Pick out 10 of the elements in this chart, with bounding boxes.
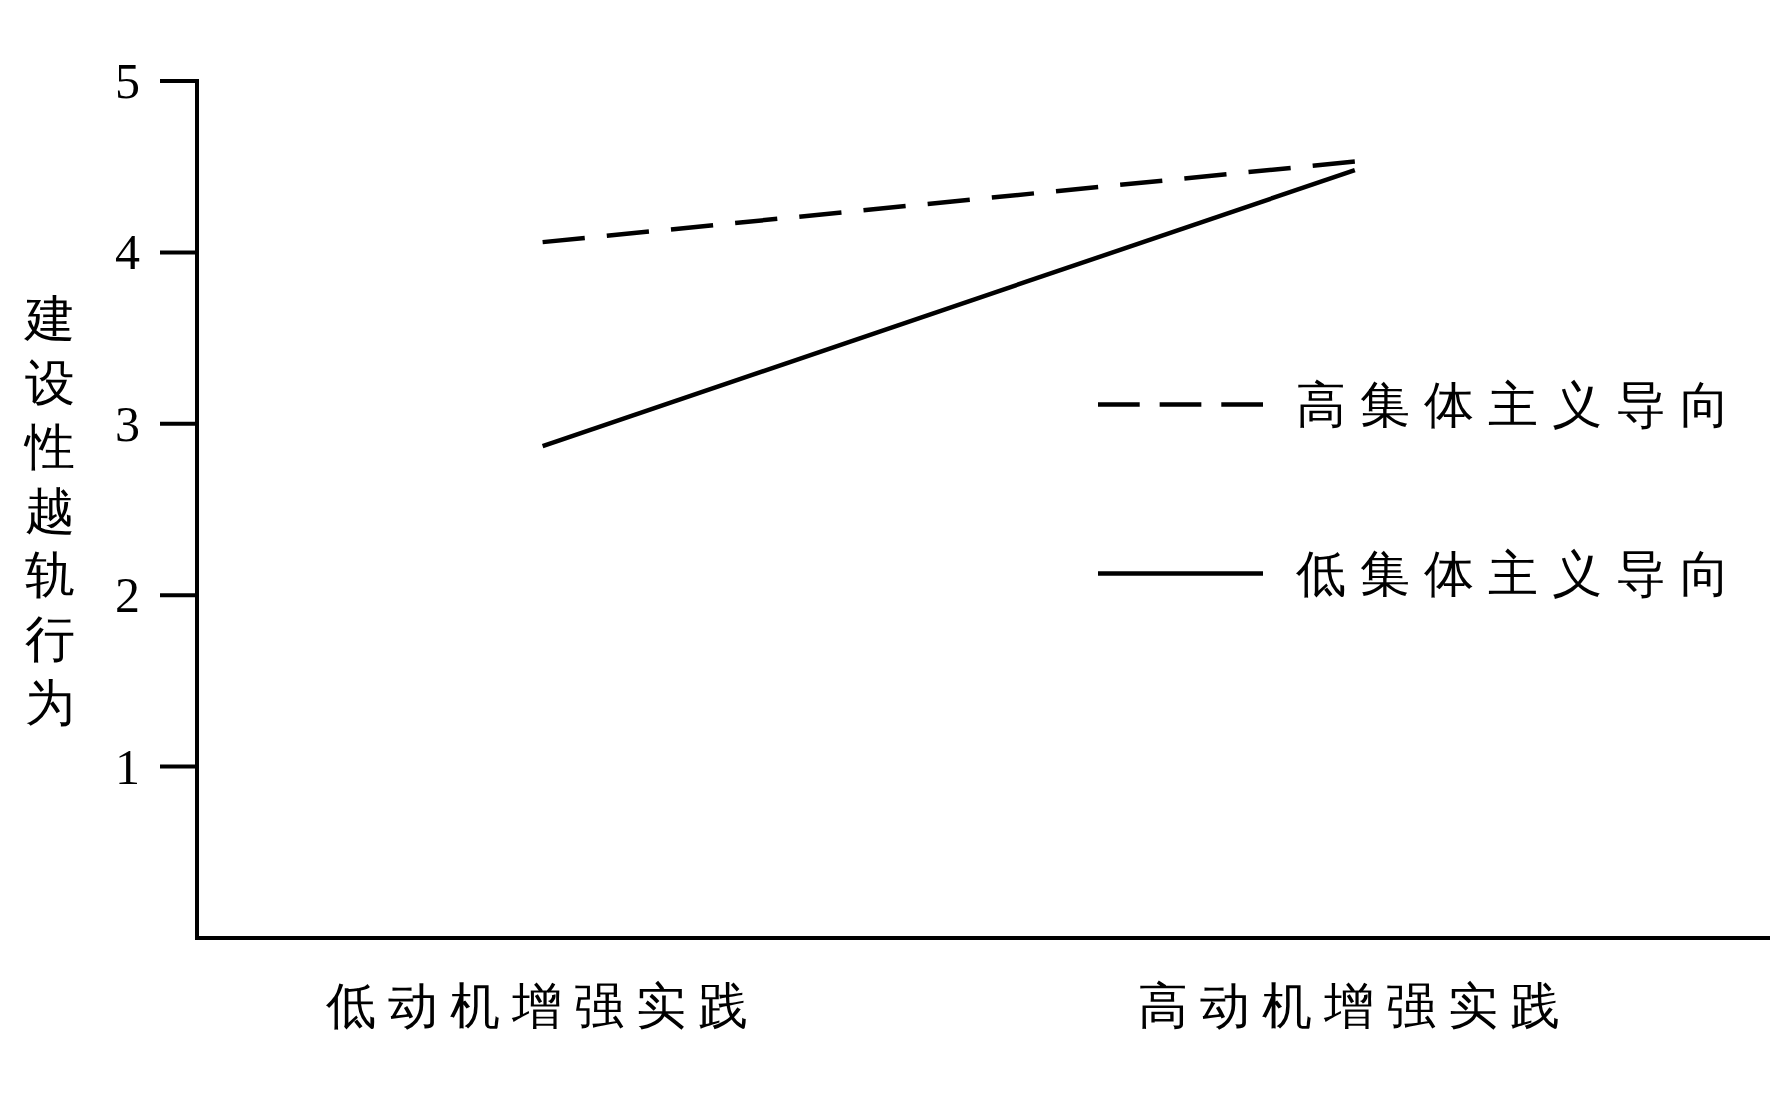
legend-label: 低集体主义导向 [1296, 545, 1744, 602]
y-axis-title: 建设性越轨行为 [23, 290, 75, 731]
y-tick-label: 5 [115, 53, 140, 109]
legend-label: 高集体主义导向 [1296, 376, 1744, 433]
y-tick-label: 1 [115, 738, 140, 795]
y-tick-label: 4 [115, 224, 140, 281]
x-tick-label: 高动机增强实践 [1137, 978, 1572, 1034]
y-tick-label: 2 [115, 567, 140, 624]
y-tick-label: 3 [115, 395, 140, 452]
x-tick-label: 低动机增强实践 [325, 978, 760, 1034]
